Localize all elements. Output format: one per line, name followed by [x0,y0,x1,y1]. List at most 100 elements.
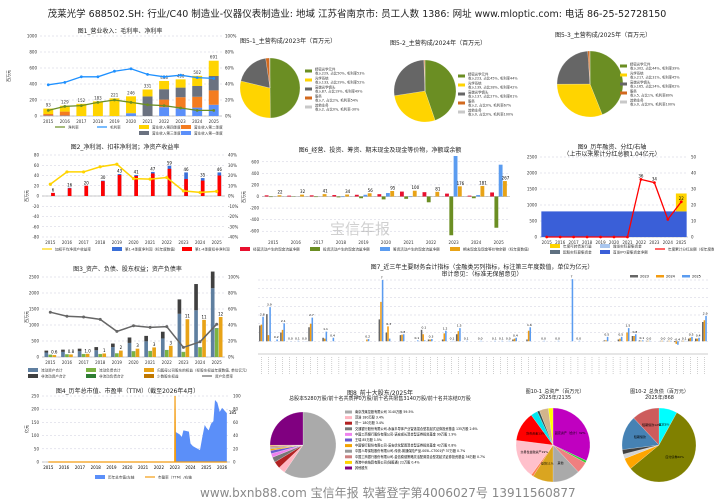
line-point [666,218,669,221]
legend-swatch [86,374,96,378]
data-label: 36 [638,173,644,178]
line-point [199,340,202,343]
data-label: 0.3 [429,335,434,339]
bar [78,349,82,352]
line-point [49,311,52,314]
watermark-bottom: www.bxnb88.com 宝信年报 软著登字第4006027号 139115… [200,484,576,501]
bar-segment [159,89,169,99]
line-point [80,75,83,78]
bar [528,331,530,342]
x-tick-label: 2023 [176,119,187,124]
x-tick-label: 2016 [60,119,71,124]
data-label: 0.1 [682,336,687,340]
data-label: 11 [185,314,191,319]
bar [690,338,692,342]
chart-fig10-2: 图10-2_总负债（百万元） 2025年/868 其它8%应付债券60%短期借款… [605,388,714,488]
line-point [680,200,683,203]
bar [443,333,445,341]
line-point [132,177,135,180]
y2-tick-label: 10% [228,183,237,188]
data-label: 20 [84,180,90,185]
legend-label: 历年总市值/左轴 [108,475,135,480]
chart-fig6: 图6_经营、投资、筹资、期末现金及现金等价物，净额或余额 -600-400-20… [240,142,520,257]
data-label: 59 [167,160,173,165]
y-tick-label: 0 [36,194,39,199]
y-axis-label: 百万元 [6,70,11,82]
bar [626,333,628,342]
data-label: 41 [323,189,329,194]
y-tick-label: 60 [34,163,40,168]
bar [366,340,368,342]
bar [705,316,707,341]
bar-segment [159,81,169,89]
pie-slice [394,60,425,96]
bar [380,302,382,341]
bar-segment [43,114,53,116]
legend-swatch [345,455,352,458]
line-point [130,101,133,104]
line-point [82,170,85,173]
y-tick-label: 600 [251,159,259,164]
chart-fig5-3: 图5-3_主营构成/2025年（百万元） 精密光学元件收入302, 占比44%,… [545,26,714,126]
y2-tick-label: 10 [691,219,697,224]
bar [449,197,453,236]
legend-swatch [458,102,465,105]
bar [377,194,381,196]
y2-tick-label: 20% [228,173,237,178]
bar [266,314,268,341]
bar [404,197,408,199]
bar [676,341,678,344]
y-tick-label: -200 [250,206,260,211]
y-tick-label: 0 [534,235,537,240]
bar [78,351,82,357]
bar [607,337,609,341]
bar [572,279,574,341]
data-label: 1.2 [443,326,448,330]
bar [215,329,219,357]
legend-label: 净利率 [68,125,79,130]
bar [400,335,402,341]
bar [526,340,528,342]
bar [165,350,169,357]
watermark-middle: 宝信年报 [330,218,390,239]
x-tick-label: 2021 [403,240,414,245]
y-tick-label: 200 [251,182,259,187]
line-point [47,83,50,86]
data-label: 34 [345,189,351,194]
legend-detail: 收入133, 占比29%, 毛利率52% [315,80,365,85]
data-label: 0.0 [555,336,560,340]
bar [136,349,140,357]
legend-label: 首发IPO募集资金净额 [613,250,648,255]
data-label: 93 [46,103,52,108]
line-point [653,181,656,184]
legend-label: 2024 [666,275,676,279]
bar [514,339,516,342]
legend-swatch [458,93,465,96]
legend-label: 中国工商银行股份有限公司-金信稳健策略灵活配置混合型发起式证券投资基金 36万股… [355,454,485,459]
data-label: 183 [94,95,102,100]
x-tick-label: 2020 [128,360,139,365]
x-tick-label: 2023 [649,240,660,245]
legend-label: 第1-4季度扣非净利润 [195,247,230,252]
data-label: 0.4 [330,333,335,337]
x-tick-label: 2016 [291,240,302,245]
y2-tick-label: -20% [228,214,239,219]
legend-label: 增发实际募集资金 [613,244,642,249]
y2-tick-label: 20 [233,446,239,451]
data-label: 56 [368,188,374,193]
y2-tick-label: 20 [691,203,697,208]
data-label: 0.8 [632,330,637,334]
line-point [113,70,116,73]
line-point [130,67,133,70]
y-axis-label: 百万元 [24,311,29,323]
bar [456,334,458,341]
legend-label: 筹资活动产生的现金流量净额 [393,247,440,252]
y2-tick-label: 30 [691,187,697,192]
bar [512,340,514,342]
company-header: 茂莱光学 688502.SH: 行业/C40 制造业-仪器仪表制造业: 地域 江… [0,6,714,20]
x-tick-label: 2023 [178,240,189,245]
legend-detail: 收入229, 占比50%, 毛利率53% [315,71,365,76]
y-tick-label: -400 [250,217,260,222]
